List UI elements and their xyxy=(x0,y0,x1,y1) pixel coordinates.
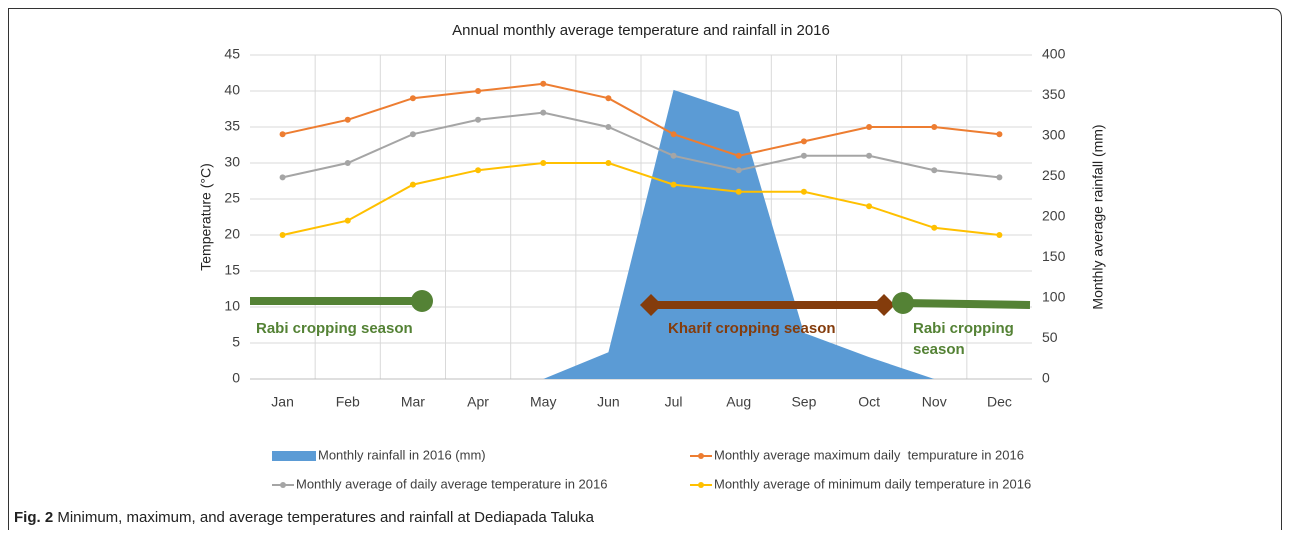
y2-tick-label: 50 xyxy=(1042,329,1058,345)
x-tick-label: Jun xyxy=(597,394,620,410)
y-tick-label: 20 xyxy=(224,226,240,242)
season-end xyxy=(411,290,433,312)
season-end xyxy=(640,294,662,316)
x-tick-label: Sep xyxy=(791,394,816,410)
legend-swatch xyxy=(272,451,316,461)
y2-tick-label: 0 xyxy=(1042,370,1050,386)
y-tick-label: 5 xyxy=(232,334,240,350)
x-tick-label: Dec xyxy=(987,394,1012,410)
point xyxy=(735,167,742,174)
y2-tick-label: 100 xyxy=(1042,289,1066,305)
y2-tick-label: 200 xyxy=(1042,208,1066,224)
annotation: Kharif cropping season xyxy=(668,320,836,337)
point xyxy=(931,224,938,231)
y-tick-label: 40 xyxy=(224,82,240,98)
x-tick-label: Apr xyxy=(467,394,489,410)
legend-label: Monthly average of minimum daily tempera… xyxy=(714,476,1031,491)
point xyxy=(279,131,286,138)
point xyxy=(344,116,351,123)
x-tick-label: Feb xyxy=(336,394,360,410)
point xyxy=(931,167,938,174)
point xyxy=(866,152,873,159)
x-tick-label: Oct xyxy=(858,394,880,410)
point xyxy=(735,188,742,195)
y2-tick-label: 300 xyxy=(1042,127,1066,143)
point xyxy=(931,124,938,130)
point xyxy=(475,167,482,174)
y2-tick-label: 250 xyxy=(1042,167,1066,183)
point xyxy=(279,232,286,238)
legend-label: Monthly average maximum daily tempuratur… xyxy=(714,447,1024,462)
annotation: Rabi cropping season xyxy=(913,320,1014,358)
season-end xyxy=(892,292,914,314)
point xyxy=(996,232,1003,238)
point xyxy=(344,160,351,166)
point xyxy=(540,80,547,87)
point xyxy=(996,174,1003,181)
point xyxy=(670,152,677,159)
x-tick-label: May xyxy=(530,394,556,410)
y-tick-label: 35 xyxy=(224,118,240,134)
point xyxy=(996,131,1003,138)
legend-label: Monthly average of daily average tempera… xyxy=(296,476,607,491)
annotation: Rabi cropping season xyxy=(256,320,413,337)
legend-label: Monthly rainfall in 2016 (mm) xyxy=(318,447,486,462)
y-tick-label: 25 xyxy=(224,190,240,206)
chart-title: Annual monthly average temperature and r… xyxy=(452,22,830,39)
point xyxy=(409,95,416,102)
line xyxy=(282,82,1000,157)
point xyxy=(800,138,807,145)
y2-axis-title: Monthly average rainfall (mm) xyxy=(1090,124,1106,309)
season-end xyxy=(873,294,895,316)
point xyxy=(279,174,286,181)
point xyxy=(605,160,612,166)
point xyxy=(409,181,416,188)
point xyxy=(605,124,612,130)
x-tick-label: Jul xyxy=(665,394,683,410)
legend-swatch xyxy=(698,453,704,459)
caption: Fig. 2 Minimum, maximum, and average tem… xyxy=(14,509,594,526)
y2-tick-label: 150 xyxy=(1042,248,1066,264)
y-tick-label: 30 xyxy=(224,154,240,170)
area xyxy=(282,89,1000,379)
point xyxy=(344,217,351,224)
point xyxy=(800,152,807,159)
line xyxy=(282,162,1000,236)
y2-tick-label: 350 xyxy=(1042,86,1066,102)
caption-text: Minimum, maximum, and average temperatur… xyxy=(57,509,595,526)
legend-swatch xyxy=(698,482,704,488)
point xyxy=(475,88,482,94)
point xyxy=(670,181,677,188)
y-tick-label: 45 xyxy=(224,46,240,62)
x-tick-label: Mar xyxy=(401,394,425,410)
y-axis-title: Temperature (°C) xyxy=(198,163,214,271)
season-bar xyxy=(902,299,1031,309)
point xyxy=(605,95,612,102)
y-tick-label: 0 xyxy=(232,370,240,386)
frame xyxy=(8,8,1282,530)
point xyxy=(409,131,416,138)
x-tick-label: Jan xyxy=(271,394,294,410)
legend-swatch xyxy=(280,482,286,488)
x-tick-label: Aug xyxy=(726,394,751,410)
caption-label: Fig. 2 xyxy=(14,509,54,526)
point xyxy=(866,124,873,130)
point xyxy=(670,131,677,138)
point xyxy=(800,188,807,195)
y2-tick-label: 400 xyxy=(1042,46,1066,62)
line xyxy=(282,111,1000,179)
y-tick-label: 10 xyxy=(224,298,240,314)
point xyxy=(866,203,873,210)
point xyxy=(735,152,742,159)
point xyxy=(540,160,547,166)
y-tick-label: 15 xyxy=(224,262,240,278)
x-tick-label: Nov xyxy=(922,394,947,410)
point xyxy=(475,116,482,123)
point xyxy=(540,109,547,116)
